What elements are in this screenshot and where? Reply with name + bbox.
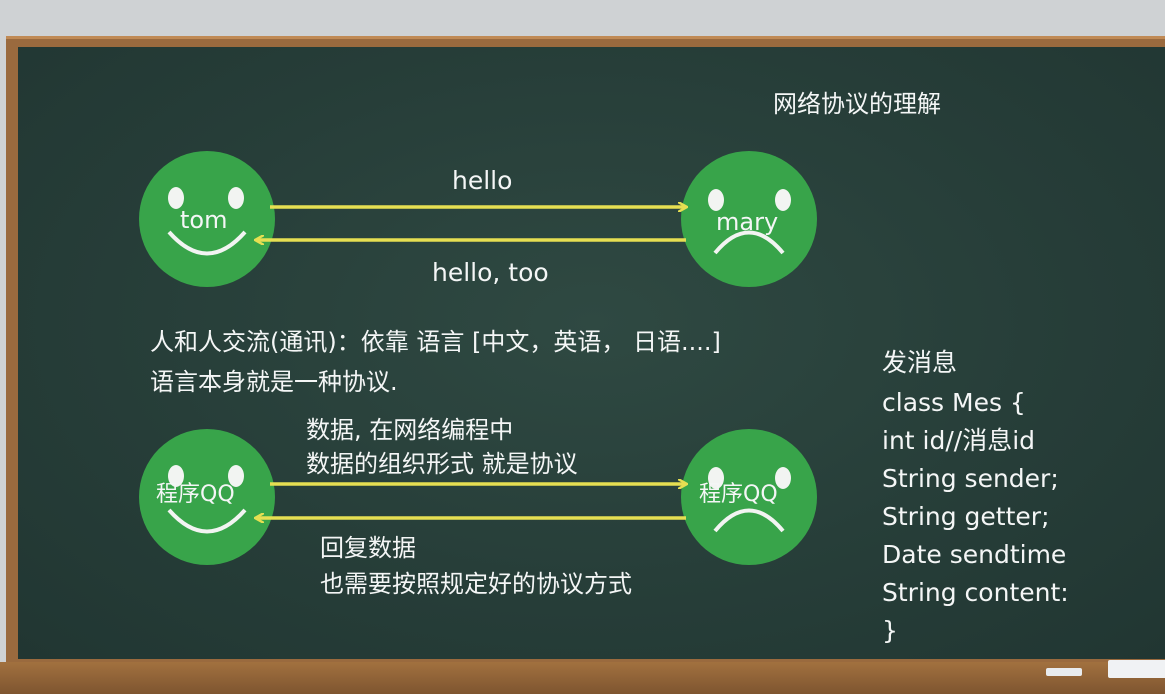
face-qq-right-icon — [681, 429, 817, 565]
face-qq-left-icon — [139, 429, 275, 565]
code-line: class Mes { — [882, 388, 1026, 417]
explanation-line-1: 人和人交流(通讯)：依靠 语言 [中文，英语， 日语....] — [150, 328, 721, 356]
code-line: String sender; — [882, 464, 1059, 493]
face-label-qq-left: 程序QQ — [156, 482, 235, 507]
code-line: } — [882, 616, 898, 645]
arrow-label-reply-1: 回复数据 — [320, 534, 416, 562]
code-heading: 发消息 — [882, 348, 958, 377]
code-line: String content: — [882, 578, 1069, 607]
face-label-qq-right: 程序QQ — [699, 482, 778, 507]
face-mary-icon — [681, 151, 817, 287]
arrow-label-reply-2: 也需要按照规定好的协议方式 — [320, 570, 632, 598]
face-tom-icon — [139, 151, 275, 287]
eraser — [1108, 660, 1165, 678]
code-line: int id//消息id — [882, 426, 1036, 455]
chalk-ledge — [0, 662, 1165, 694]
code-line: String getter; — [882, 502, 1050, 531]
diagram-title: 网络协议的理解 — [773, 90, 941, 118]
arrow-label-data-2: 数据的组织形式 就是协议 — [306, 450, 578, 478]
code-line: Date sendtime — [882, 540, 1067, 569]
chalk-stick — [1046, 668, 1082, 676]
explanation-line-2: 语言本身就是一种协议. — [150, 368, 398, 396]
arrow-label-data-1: 数据, 在网络编程中 — [306, 416, 514, 444]
face-label-mary: mary — [716, 208, 779, 236]
face-label-tom: tom — [180, 206, 228, 234]
arrow-label-hello-too: hello, too — [432, 258, 549, 287]
arrow-label-hello: hello — [452, 166, 513, 195]
